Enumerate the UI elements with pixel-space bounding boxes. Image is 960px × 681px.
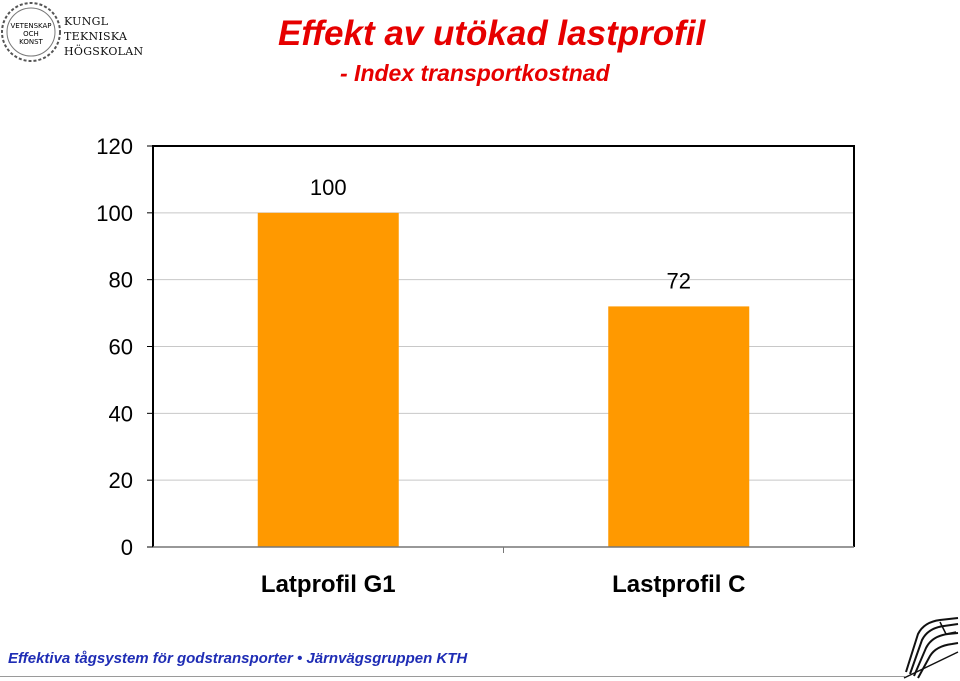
- slide-title: Effekt av utökad lastprofil: [278, 14, 706, 53]
- y-tick-label: 40: [109, 401, 133, 426]
- logo-line-3: HÖGSKOLAN: [64, 45, 144, 58]
- logo-line-1: KUNGL: [64, 15, 109, 28]
- seal-text-1: VETENSKAP: [10, 22, 51, 30]
- logo-line-2: TEKNISKA: [64, 30, 128, 43]
- y-tick-label: 120: [96, 134, 133, 159]
- chart-labels: 0 20 40 60 80 100 120 100 Latprofil G1 72 Lastprof…: [96, 134, 745, 598]
- plot-border: [152, 145, 855, 547]
- plot-frame: [147, 145, 855, 553]
- y-tick-label: 80: [109, 268, 133, 293]
- seal-text-3: KONST: [19, 38, 43, 46]
- footer-divider: [0, 676, 905, 677]
- kth-seal-icon: VETENSKAP OCH KONST: [1, 2, 61, 62]
- footer-text: Effektiva tågsystem för godstransporter …: [8, 650, 468, 667]
- train-icon: [903, 617, 959, 679]
- slide-subtitle: - Index transportkostnad: [340, 60, 610, 86]
- y-tick-label: 0: [121, 535, 133, 560]
- kth-logo: VETENSKAP OCH KONST KUNGL TEKNISKA HÖGSK…: [0, 0, 144, 68]
- data-label: 100: [310, 175, 347, 200]
- y-tick-label: 20: [109, 468, 133, 493]
- bar: [257, 212, 399, 547]
- y-tick-label: 60: [109, 335, 133, 360]
- data-label: 72: [667, 268, 691, 293]
- bar-chart: 0 20 40 60 80 100 120 100 Latprofil G1 72 Lastprof…: [96, 134, 855, 598]
- bars: [257, 212, 750, 547]
- seal-text-2: OCH: [23, 30, 39, 38]
- x-tick-label: Latprofil G1: [261, 571, 396, 598]
- y-tick-label: 100: [96, 201, 133, 226]
- bar: [608, 306, 750, 547]
- x-tick-label: Lastprofil C: [612, 571, 745, 598]
